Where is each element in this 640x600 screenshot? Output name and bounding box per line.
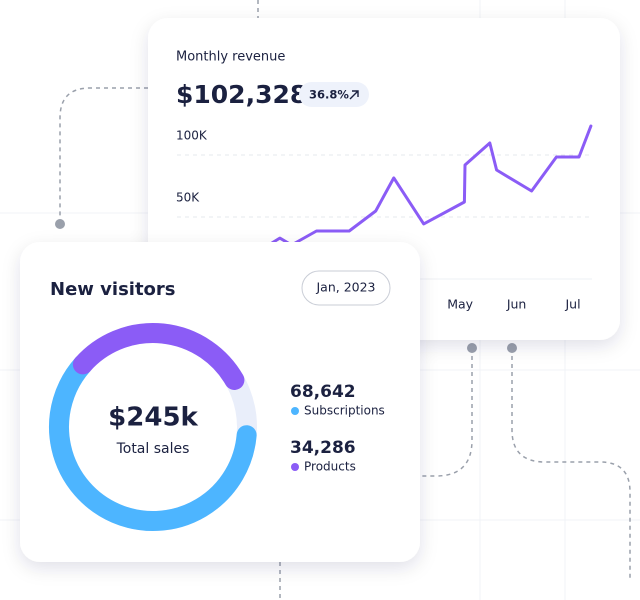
y-tick-label: 50K [176,191,200,205]
legend-label: Subscriptions [304,404,385,418]
donut-segment [49,354,257,531]
total: $102,328 [176,80,307,109]
legend-value: 34,286 [290,438,356,458]
badge [299,82,369,107]
legend-dot [291,407,299,415]
y-tick-label: 100K [176,129,208,143]
card [20,242,420,562]
change: 36.8% [309,88,349,102]
connector-dots [55,219,517,353]
card-title: New visitors [50,279,176,300]
card-title: Monthly revenue [176,50,285,65]
period[interactable]: Jan, 2023 [315,280,375,295]
x-tick-label: Jun [506,297,527,312]
center-total: $245k [108,403,198,433]
x-tick-label: May [447,297,473,312]
x-tick-label: Jul [565,297,581,312]
center-label: Total sales [116,441,190,457]
legend-dot [291,463,299,471]
arrow-icon [349,90,359,100]
connectors [59,0,631,600]
revenue-line [270,124,593,247]
period-button[interactable] [301,270,391,306]
legend-value: 68,642 [290,382,356,402]
legend-label: Products [304,460,356,474]
donut-segment [72,323,245,390]
visitors-card: New visitors Jan, 2023 $245k Total sales… [20,242,420,562]
